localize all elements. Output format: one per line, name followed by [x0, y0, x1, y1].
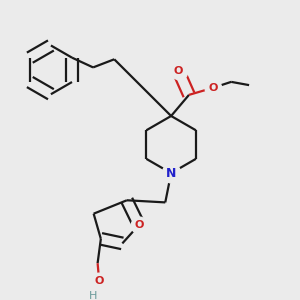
- Text: H: H: [89, 291, 98, 300]
- Text: O: O: [94, 276, 104, 286]
- Text: O: O: [209, 83, 218, 93]
- Text: N: N: [166, 167, 176, 180]
- Text: O: O: [134, 220, 144, 230]
- Text: O: O: [174, 67, 183, 76]
